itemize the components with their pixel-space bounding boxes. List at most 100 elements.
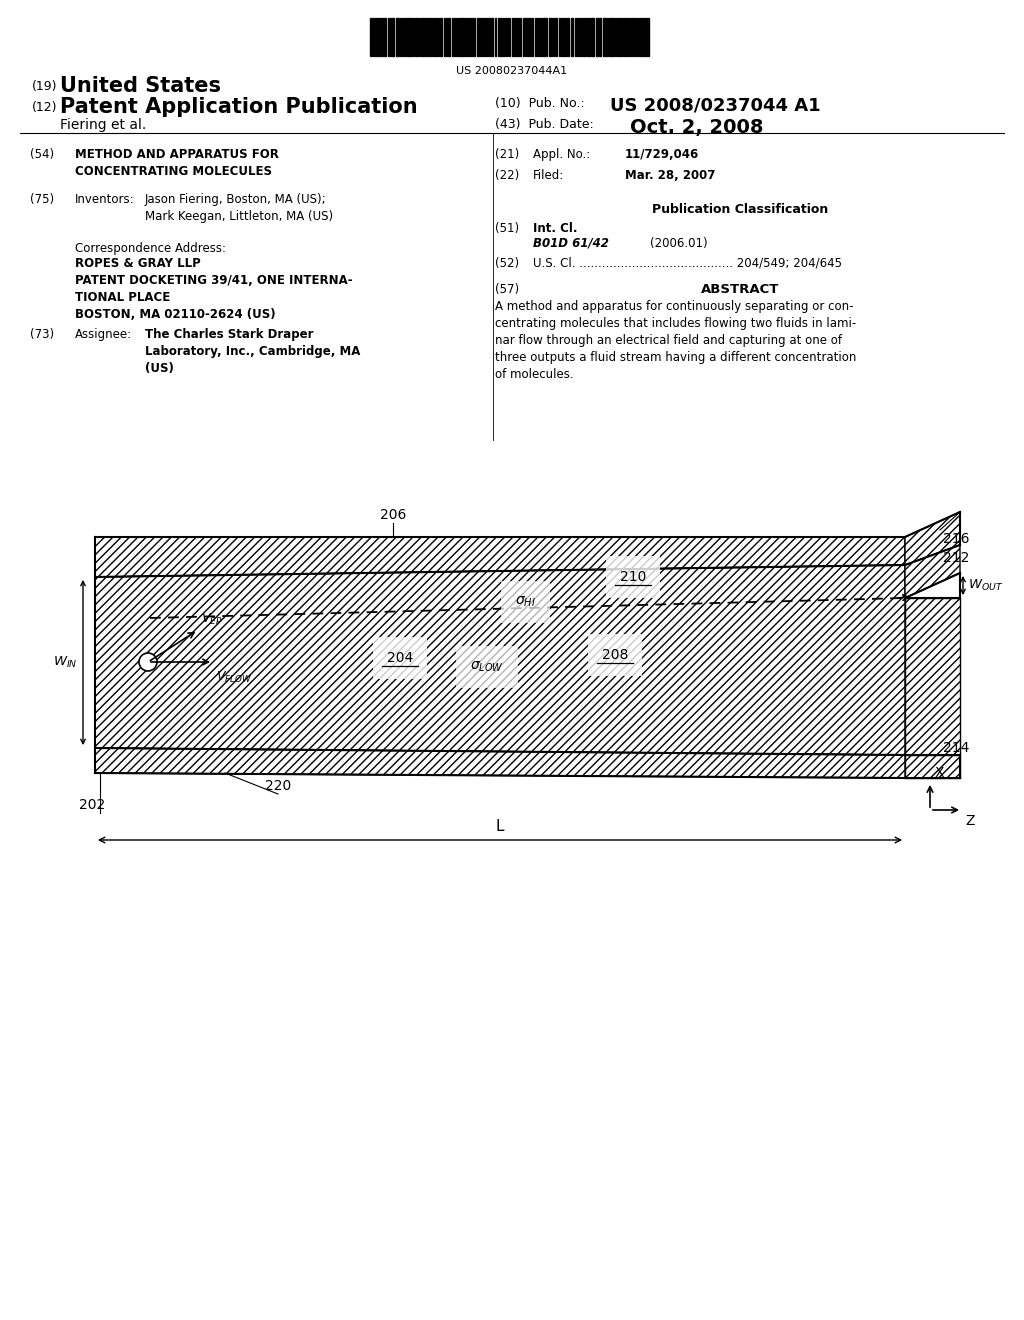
Text: 216: 216 xyxy=(943,532,970,546)
Text: The Charles Stark Draper
Laboratory, Inc., Cambridge, MA
(US): The Charles Stark Draper Laboratory, Inc… xyxy=(145,327,360,375)
Text: $V_{EP}$: $V_{EP}$ xyxy=(201,612,222,627)
Bar xyxy=(370,18,372,55)
Bar xyxy=(517,18,519,55)
Bar xyxy=(449,18,450,55)
Polygon shape xyxy=(95,537,905,577)
Text: (43)  Pub. Date:: (43) Pub. Date: xyxy=(495,117,594,131)
Bar xyxy=(596,18,598,55)
Text: X: X xyxy=(935,766,944,780)
Bar xyxy=(591,18,594,55)
Text: Z: Z xyxy=(965,814,975,828)
Text: 202: 202 xyxy=(79,799,105,812)
Text: Publication Classification: Publication Classification xyxy=(652,203,828,216)
Bar xyxy=(618,18,621,55)
Polygon shape xyxy=(905,545,961,598)
Bar xyxy=(415,18,417,55)
Text: Mar. 28, 2007: Mar. 28, 2007 xyxy=(625,169,716,182)
Text: 208: 208 xyxy=(602,648,628,663)
Polygon shape xyxy=(95,565,905,755)
Bar xyxy=(392,18,394,55)
Polygon shape xyxy=(95,748,905,777)
Text: Assignee:: Assignee: xyxy=(75,327,132,341)
Text: Patent Application Publication: Patent Application Publication xyxy=(60,96,418,117)
Text: (51): (51) xyxy=(495,222,519,235)
Text: METHOD AND APPARATUS FOR
CONCENTRATING MOLECULES: METHOD AND APPARATUS FOR CONCENTRATING M… xyxy=(75,148,279,178)
Text: (57): (57) xyxy=(495,282,519,296)
Bar xyxy=(422,18,424,55)
Bar xyxy=(643,18,645,55)
Bar xyxy=(527,18,529,55)
Text: Int. Cl.: Int. Cl. xyxy=(534,222,578,235)
Text: 210: 210 xyxy=(620,570,646,583)
Text: (10)  Pub. No.:: (10) Pub. No.: xyxy=(495,96,585,110)
Text: (73): (73) xyxy=(30,327,54,341)
Bar xyxy=(624,18,626,55)
Bar xyxy=(609,18,612,55)
Text: (52): (52) xyxy=(495,257,519,271)
Bar xyxy=(396,18,399,55)
Text: 204: 204 xyxy=(387,651,413,665)
Bar xyxy=(583,18,585,55)
Bar xyxy=(603,18,606,55)
Text: U.S. Cl. ......................................... 204/549; 204/645: U.S. Cl. ...............................… xyxy=(534,257,842,271)
Bar xyxy=(563,18,565,55)
Text: Filed:: Filed: xyxy=(534,169,564,182)
Text: (2006.01): (2006.01) xyxy=(650,238,708,249)
Text: ROPES & GRAY LLP
PATENT DOCKETING 39/41, ONE INTERNA-
TIONAL PLACE
BOSTON, MA 02: ROPES & GRAY LLP PATENT DOCKETING 39/41,… xyxy=(75,257,352,321)
Text: $W_{OUT}$: $W_{OUT}$ xyxy=(968,577,1004,593)
Text: (19): (19) xyxy=(32,81,57,92)
Bar xyxy=(549,18,551,55)
Text: United States: United States xyxy=(60,77,221,96)
Bar xyxy=(406,18,409,55)
Bar xyxy=(490,18,493,55)
Text: (21): (21) xyxy=(495,148,519,161)
Bar xyxy=(631,18,633,55)
Text: $\sigma_{LOW}$: $\sigma_{LOW}$ xyxy=(470,660,504,675)
Text: Oct. 2, 2008: Oct. 2, 2008 xyxy=(630,117,764,137)
Bar xyxy=(571,18,573,55)
Text: (12): (12) xyxy=(32,102,57,114)
Bar xyxy=(543,18,545,55)
Text: US 20080237044A1: US 20080237044A1 xyxy=(457,66,567,77)
Bar xyxy=(488,18,490,55)
Text: Appl. No.:: Appl. No.: xyxy=(534,148,590,161)
Text: $W_{IN}$: $W_{IN}$ xyxy=(53,655,78,669)
Bar xyxy=(458,18,460,55)
Text: L: L xyxy=(496,818,504,834)
Text: B01D 61/42: B01D 61/42 xyxy=(534,238,609,249)
Text: (22): (22) xyxy=(495,169,519,182)
Text: 214: 214 xyxy=(943,741,970,755)
Bar xyxy=(477,18,479,55)
Bar xyxy=(514,18,516,55)
Text: Correspondence Address:: Correspondence Address: xyxy=(75,242,226,255)
Bar xyxy=(377,18,380,55)
Circle shape xyxy=(139,653,157,671)
Text: A method and apparatus for continuously separating or con-
centrating molecules : A method and apparatus for continuously … xyxy=(495,300,856,381)
Text: $\sigma_{HI}$: $\sigma_{HI}$ xyxy=(515,595,536,610)
Bar xyxy=(425,18,427,55)
Text: (54): (54) xyxy=(30,148,54,161)
Polygon shape xyxy=(905,755,961,777)
Bar xyxy=(599,18,601,55)
Text: Fiering et al.: Fiering et al. xyxy=(60,117,146,132)
Text: 220: 220 xyxy=(265,779,291,793)
Bar xyxy=(640,18,642,55)
Bar xyxy=(410,18,412,55)
Polygon shape xyxy=(905,598,961,755)
Text: 206: 206 xyxy=(380,508,407,521)
Bar xyxy=(384,18,386,55)
Bar xyxy=(500,18,502,55)
Bar xyxy=(588,18,590,55)
Text: (75): (75) xyxy=(30,193,54,206)
Polygon shape xyxy=(905,512,961,565)
Bar xyxy=(428,18,430,55)
Bar xyxy=(381,18,383,55)
Bar xyxy=(435,18,437,55)
Text: US 2008/0237044 A1: US 2008/0237044 A1 xyxy=(610,96,820,115)
Text: $V_{FLOW}$: $V_{FLOW}$ xyxy=(216,671,252,685)
Bar xyxy=(461,18,464,55)
Text: ABSTRACT: ABSTRACT xyxy=(700,282,779,296)
Bar xyxy=(465,18,467,55)
Text: Inventors:: Inventors: xyxy=(75,193,134,206)
Text: Jason Fiering, Boston, MA (US);
Mark Keegan, Littleton, MA (US): Jason Fiering, Boston, MA (US); Mark Kee… xyxy=(145,193,333,223)
